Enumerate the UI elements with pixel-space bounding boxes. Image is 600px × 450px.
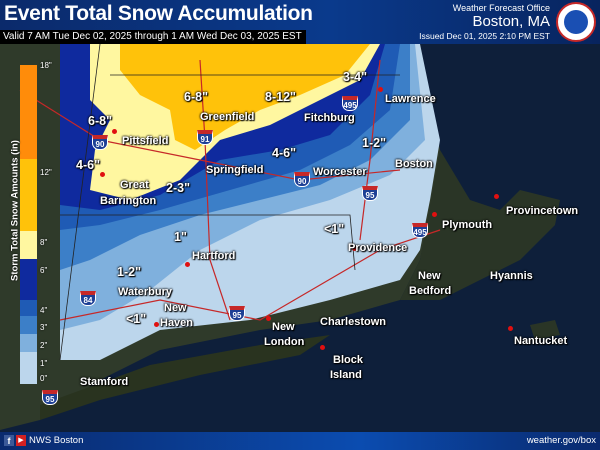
office-label: Weather Forecast Office: [452, 3, 550, 13]
city-marker: [100, 172, 105, 177]
valid-period: Valid 7 AM Tue Dec 02, 2025 through 1 AM…: [0, 30, 306, 44]
legend-tick: 3": [40, 323, 48, 332]
amount-label: <1": [324, 222, 345, 236]
interstate-shield-icon: 95: [229, 306, 245, 321]
footer-bar: f ▶ NWS Boston weather.gov/box: [0, 432, 600, 450]
city-label: Block: [333, 354, 363, 366]
city-label: Lawrence: [385, 93, 436, 105]
city-label: Hyannis: [490, 270, 533, 282]
city-label: Pittsfield: [122, 135, 169, 147]
amount-label: 6-8": [88, 114, 112, 128]
city-marker: [352, 246, 357, 251]
city-label: Worcester: [313, 166, 367, 178]
city-label: Greenfield: [200, 111, 255, 123]
roads: [19, 59, 441, 321]
facebook-icon[interactable]: f: [4, 435, 14, 446]
city-label: Plymouth: [442, 219, 493, 231]
city-label: Fitchburg: [304, 112, 355, 124]
issued-time: Issued Dec 01, 2025 2:10 PM EST: [419, 31, 550, 41]
interstate-shield-icon: 90: [294, 172, 310, 187]
legend-tick: 1": [40, 359, 48, 368]
amount-label: 4-6": [272, 146, 296, 160]
city-label: Haven: [160, 317, 194, 329]
legend-tick: 0": [40, 374, 48, 383]
legend-tick: 6": [40, 266, 48, 275]
website-link[interactable]: weather.gov/box: [526, 435, 596, 446]
legend-tick: 18": [40, 61, 52, 70]
amount-label: 1-2": [117, 265, 141, 279]
zone-8-12: [120, 44, 370, 150]
interstate-shield-icon: 95: [362, 186, 378, 201]
interstate-shield-icon: 495: [342, 96, 358, 111]
interstate-shield-icon: 91: [197, 130, 213, 145]
city-label: Barrington: [100, 195, 157, 207]
city-marker: [378, 87, 383, 92]
interstate-shield-icon: 495: [412, 223, 428, 238]
social-handle: NWS Boston: [29, 435, 84, 446]
city-label: Great: [120, 179, 149, 191]
legend-tick: 12": [40, 168, 52, 177]
city-label: Island: [330, 369, 362, 381]
city-label: Bedford: [409, 285, 452, 297]
map-title: Event Total Snow Accumulation: [4, 2, 313, 25]
city-label: Provincetown: [506, 205, 579, 217]
amount-label: <1": [126, 312, 147, 326]
legend-tick: 2": [40, 341, 48, 350]
city-label: Nantucket: [514, 335, 568, 347]
city-label: Charlestown: [320, 316, 387, 328]
city-label: Boston: [395, 158, 433, 170]
amount-label: 3-4": [343, 70, 367, 84]
city-label: New: [418, 270, 441, 282]
city-marker: [320, 345, 325, 350]
interstate-shield-icon: 84: [80, 291, 96, 306]
city-label: London: [264, 336, 305, 348]
legend-tick: 4": [40, 306, 48, 315]
amount-label: 8-12": [265, 90, 296, 104]
city-label: Hartford: [192, 250, 236, 262]
state-lines: [59, 43, 400, 361]
city-label: Stamford: [80, 376, 129, 388]
long-island: [40, 335, 330, 420]
city-label: New: [272, 321, 295, 333]
land-nantucket: [530, 320, 560, 340]
legend-tick: 8": [40, 238, 48, 247]
office-name: Boston, MA: [472, 13, 550, 30]
city-marker: [154, 322, 159, 327]
city-marker: [112, 129, 117, 134]
amount-label: 4-6": [76, 158, 100, 172]
city-label: Providence: [348, 242, 408, 254]
legend-title: Storm Total Snow Amounts (in): [9, 140, 21, 281]
city-label: Waterbury: [118, 286, 172, 298]
amount-label: 1": [174, 230, 187, 244]
land-cape: [400, 150, 560, 300]
nws-logo-icon: [556, 2, 596, 42]
city-marker: [508, 326, 513, 331]
city-label: Springfield: [206, 164, 264, 176]
interstate-shield-icon: 95: [42, 390, 58, 405]
city-marker: [494, 194, 499, 199]
interstate-shield-icon: 90: [92, 135, 108, 150]
amount-label: 1-2": [362, 136, 386, 150]
youtube-icon[interactable]: ▶: [16, 435, 26, 446]
city-label: New: [164, 302, 187, 314]
city-marker: [432, 212, 437, 217]
city-marker: [266, 316, 271, 321]
city-marker: [185, 262, 190, 267]
amount-label: 2-3": [166, 181, 190, 195]
amount-label: 6-8": [184, 90, 208, 104]
color-legend: [20, 65, 37, 384]
